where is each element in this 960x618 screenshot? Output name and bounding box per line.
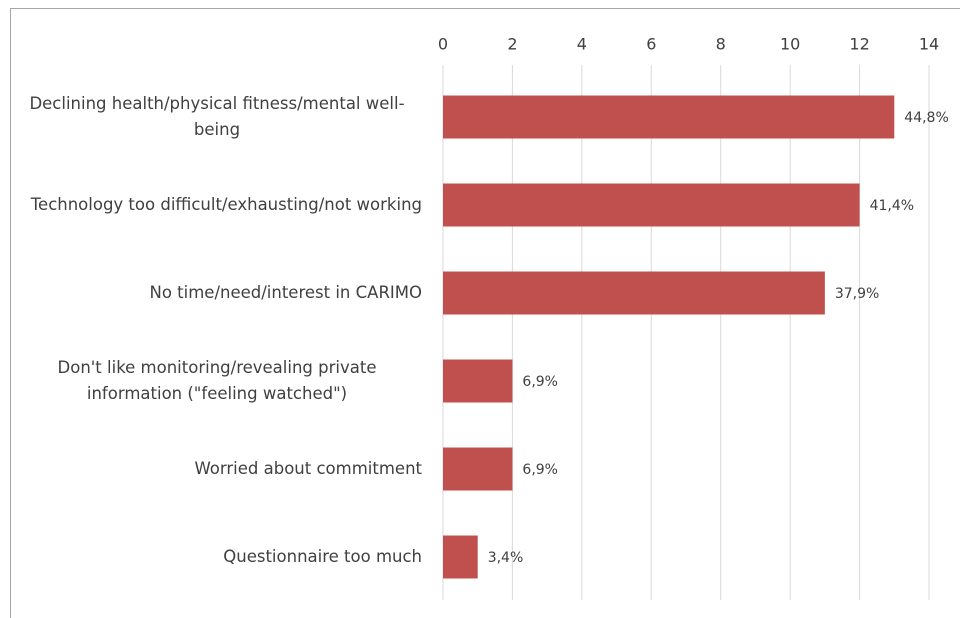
data-label: 44,8% [904,110,948,126]
category-label-box: Questionnaire too much [12,544,422,570]
x-tick-label: 2 [507,35,517,54]
y-tick-label: Declining health/physical fitness/mental… [29,94,405,139]
x-tick-label: 0 [438,35,448,54]
x-tick-label: 8 [716,35,726,54]
bar [443,535,478,579]
y-tick-label: Don't like monitoring/revealing private … [57,358,377,403]
category-label-box: Technology too difficult/exhausting/not … [12,192,422,218]
data-label: 41,4% [870,198,914,214]
data-label: 6,9% [522,374,558,390]
bar [443,95,895,139]
bar [443,447,513,491]
x-tick-label: 12 [849,35,869,54]
y-tick-label: Worried about commitment [194,459,422,478]
data-label: 3,4% [488,550,524,566]
category-label-box: Don't like monitoring/revealing private … [12,355,422,407]
category-label-box: Declining health/physical fitness/mental… [12,91,422,143]
y-tick-label: Questionnaire too much [223,547,422,566]
bar [443,271,825,315]
x-tick-label: 4 [577,35,587,54]
x-tick-label: 14 [919,35,939,54]
chart-border [10,8,960,618]
x-tick-label: 6 [646,35,656,54]
x-tick-label: 10 [780,35,800,54]
y-tick-label: Technology too difficult/exhausting/not … [30,195,422,214]
bar [443,359,513,403]
data-label: 37,9% [835,286,879,302]
category-label-box: No time/need/interest in CARIMO [12,280,422,306]
category-label-box: Worried about commitment [12,456,422,482]
bar [443,183,860,227]
y-tick-label: No time/need/interest in CARIMO [149,283,422,302]
data-label: 6,9% [522,462,558,478]
